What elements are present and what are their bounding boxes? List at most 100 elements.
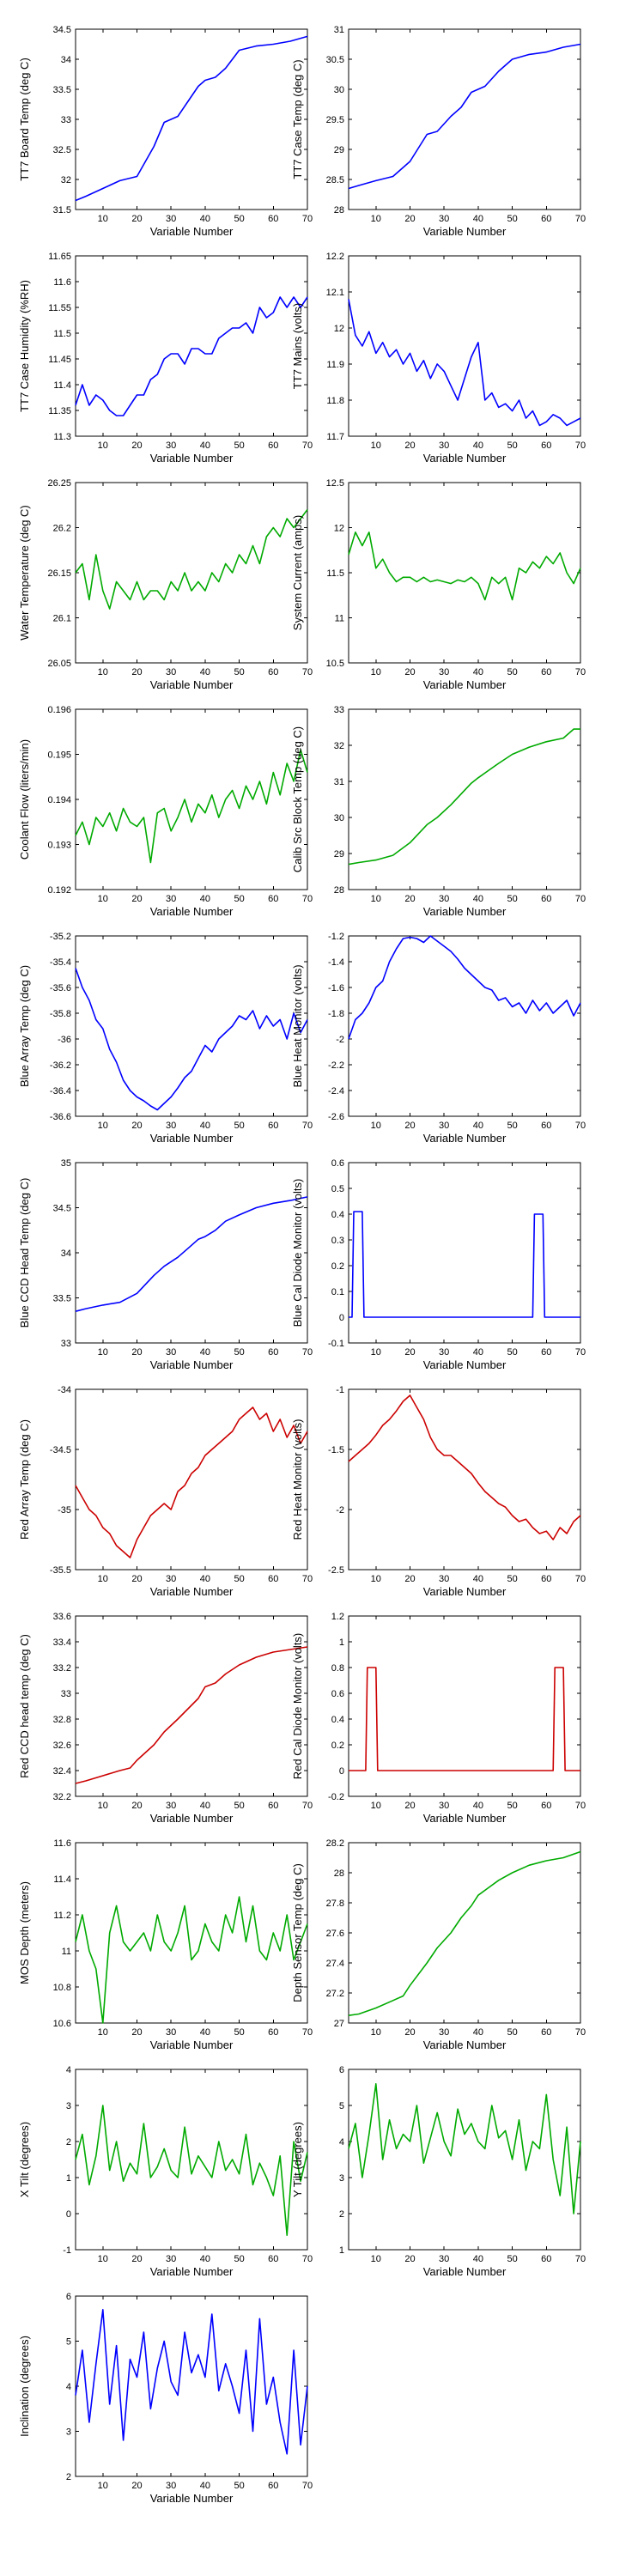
y-tick-label: 33	[61, 115, 71, 125]
y-axis-label: Red Heat Monitor (volts)	[291, 1419, 304, 1540]
y-tick-label: 33.5	[53, 85, 71, 95]
y-tick-label: -35.8	[50, 1009, 71, 1019]
x-axis-label: Variable Number	[150, 1132, 234, 1145]
x-tick-label: 30	[166, 2254, 176, 2264]
series-line	[75, 968, 308, 1111]
chart-panel-17: 10 20 30 40 50 60 70 10.6 10.8 11 11.2 11.4 11.6 Vari…	[18, 1838, 313, 2051]
y-tick-label: -1.5	[328, 1445, 344, 1455]
x-tick-label: 20	[131, 1574, 142, 1584]
x-tick-label: 30	[439, 1347, 449, 1358]
y-tick-label: 32.2	[53, 1792, 71, 1802]
y-tick-label: 29	[334, 849, 344, 860]
y-tick-label: -36.6	[50, 1112, 71, 1122]
y-axis-label: Depth Sensor Temp (deg C)	[291, 1863, 304, 2002]
x-tick-label: 30	[439, 2254, 449, 2264]
x-tick-label: 50	[507, 2254, 517, 2264]
y-tick-label: 0.6	[331, 1158, 344, 1169]
x-tick-label: 40	[200, 894, 210, 904]
plot-frame	[348, 1388, 581, 1571]
y-tick-label: 28	[334, 205, 344, 216]
x-axis-label: Variable Number	[423, 1585, 507, 1598]
series-line	[75, 2308, 308, 2455]
y-tick-label: 4	[339, 2137, 344, 2148]
x-tick-label: 20	[404, 667, 415, 677]
y-tick-label: 32.6	[53, 1741, 71, 1751]
y-tick-label: 27.6	[326, 1929, 344, 1939]
x-axis-label: Variable Number	[423, 905, 507, 918]
x-tick-label: 60	[541, 1121, 551, 1131]
x-tick-label: 50	[234, 214, 244, 224]
series-line	[75, 2105, 308, 2236]
x-tick-label: 10	[98, 214, 108, 224]
y-tick-label: 2	[339, 2209, 344, 2220]
y-tick-label: -1.4	[328, 957, 344, 968]
x-tick-label: 20	[404, 440, 415, 451]
x-axis-label: Variable Number	[150, 2038, 234, 2051]
y-axis-label: TT7 Case Temp (deg C)	[291, 59, 304, 179]
y-tick-label: 33.2	[53, 1663, 71, 1674]
y-tick-label: -34	[58, 1385, 71, 1395]
x-tick-label: 60	[268, 214, 278, 224]
x-tick-label: 70	[575, 667, 586, 677]
y-tick-label: -2.6	[328, 1112, 344, 1122]
x-tick-label: 10	[98, 2027, 108, 2038]
plot-frame	[348, 1615, 581, 1797]
y-axis-label: Y Tilt (degrees)	[291, 2122, 304, 2197]
y-tick-label: 33.6	[53, 1612, 71, 1622]
x-tick-label: 40	[200, 1801, 210, 1811]
plot-frame	[75, 482, 308, 664]
y-tick-label: 0	[339, 1313, 344, 1323]
y-axis-label: TT7 Case Humidity (%RH)	[18, 280, 31, 412]
chart-panel-6: 10 20 30 40 50 60 70 10.5 11 11.5 12 12.5 Variable N…	[291, 478, 586, 691]
y-tick-label: 35	[61, 1158, 71, 1169]
x-tick-label: 50	[234, 1801, 244, 1811]
x-tick-label: 40	[473, 1574, 483, 1584]
y-tick-label: 32.8	[53, 1715, 71, 1725]
x-tick-label: 30	[439, 440, 449, 451]
y-tick-label: 5	[66, 2337, 71, 2348]
x-tick-label: 70	[575, 2254, 586, 2264]
x-tick-label: 30	[439, 214, 449, 224]
x-tick-label: 70	[302, 440, 313, 451]
y-tick-label: 31.5	[53, 205, 71, 216]
x-axis-label: Variable Number	[423, 452, 507, 465]
y-tick-label: 11.4	[53, 380, 71, 391]
x-tick-label: 40	[200, 2027, 210, 2038]
y-axis-label: Calib Src Block Temp (deg C)	[291, 726, 304, 872]
x-tick-label: 70	[575, 894, 586, 904]
x-tick-label: 10	[98, 1574, 108, 1584]
x-tick-label: 60	[268, 894, 278, 904]
y-tick-label: 32.4	[53, 1766, 71, 1777]
x-tick-label: 70	[302, 1347, 313, 1358]
x-tick-label: 50	[507, 667, 517, 677]
x-tick-label: 20	[131, 2481, 142, 2491]
y-tick-label: 0.5	[331, 1184, 344, 1194]
y-tick-label: 0.4	[331, 1210, 344, 1220]
y-tick-label: -1	[63, 2245, 71, 2256]
series-line	[348, 935, 581, 1040]
x-tick-label: 70	[302, 1801, 313, 1811]
x-tick-label: 70	[302, 1121, 313, 1131]
x-tick-label: 60	[268, 2481, 278, 2491]
x-tick-label: 40	[473, 2254, 483, 2264]
x-tick-label: 30	[166, 2027, 176, 2038]
y-tick-label: -35.2	[50, 932, 71, 942]
x-tick-label: 50	[507, 214, 517, 224]
x-axis-label: Variable Number	[150, 2492, 234, 2505]
x-tick-label: 60	[268, 1347, 278, 1358]
chart-panel-18: 10 20 30 40 50 60 70 27 27.2 27.4 27.6 27.8 28 28.2 Va…	[291, 1838, 586, 2051]
x-axis-label: Variable Number	[423, 225, 507, 238]
y-tick-label: 34	[61, 55, 71, 65]
plot-frame	[75, 1162, 308, 1344]
plot-frame	[348, 708, 581, 890]
y-tick-label: 3	[66, 2427, 71, 2438]
y-tick-label: 11.5	[53, 329, 71, 339]
series-line	[348, 2082, 581, 2215]
x-axis-label: Variable Number	[150, 1812, 234, 1825]
y-tick-label: 11.7	[326, 432, 344, 442]
x-tick-label: 50	[234, 1574, 244, 1584]
y-tick-label: 11.5	[326, 568, 344, 579]
x-tick-label: 40	[200, 667, 210, 677]
chart-panel-20: 10 20 30 40 50 60 70 1 2 3 4 5 6 Variable Number Y Til…	[291, 2065, 586, 2278]
y-tick-label: 0.193	[47, 841, 71, 851]
